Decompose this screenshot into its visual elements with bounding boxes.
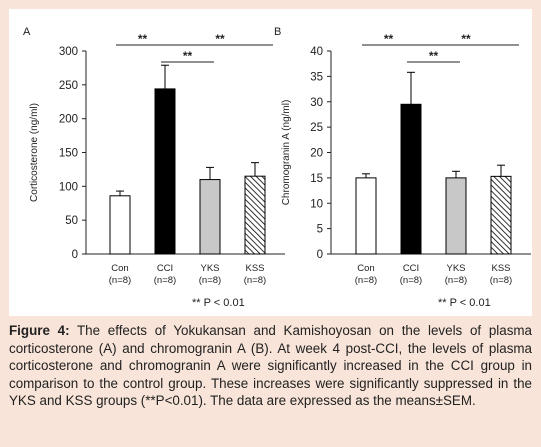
significance-note: ** P < 0.01 bbox=[438, 297, 491, 309]
chart-a: A Corticosterone (ng/ml) 0 50 100 150 200 250 30… bbox=[23, 26, 285, 309]
bar-yks bbox=[445, 177, 467, 255]
caption-label: Figure 4: bbox=[9, 323, 70, 338]
panel-label: A bbox=[23, 26, 31, 38]
y-tick-label: 5 bbox=[317, 224, 323, 236]
significance-label: ** bbox=[215, 32, 225, 46]
y-tick-label: 10 bbox=[310, 198, 323, 210]
x-tick-label: CCI bbox=[157, 263, 173, 274]
x-tick-label: YKS bbox=[446, 263, 465, 274]
x-tick-label: KSS bbox=[491, 263, 510, 274]
x-tick-label: KSS bbox=[245, 263, 264, 274]
bar-kss bbox=[490, 175, 512, 255]
y-tick-label: 100 bbox=[59, 181, 78, 193]
x-tick-label: Con bbox=[357, 263, 374, 274]
x-tick-sublabel: (n=8) bbox=[355, 275, 377, 286]
x-tick-label: YKS bbox=[200, 263, 219, 274]
y-axis-label: Chromogranin A (ng/ml) bbox=[281, 100, 292, 206]
x-tick-label: Con bbox=[111, 263, 128, 274]
x-tick-sublabel: (n=8) bbox=[199, 275, 221, 286]
bar-con bbox=[355, 177, 377, 255]
y-tick-label: 300 bbox=[59, 46, 78, 58]
figure-caption: Figure 4: The effects of Yokukansan and … bbox=[9, 322, 532, 410]
bar-kss bbox=[244, 175, 266, 255]
y-tick-label: 150 bbox=[59, 148, 78, 160]
y-axis-label: Corticosterone (ng/ml) bbox=[29, 103, 40, 202]
x-tick-sublabel: (n=8) bbox=[400, 275, 422, 286]
y-tick-label: 40 bbox=[310, 46, 323, 58]
y-tick-label: 200 bbox=[59, 114, 78, 126]
y-tick-label: 30 bbox=[310, 97, 323, 109]
figure-panel: A Corticosterone (ng/ml) 0 50 100 150 200 250 30… bbox=[9, 9, 532, 316]
panel-label: B bbox=[274, 26, 281, 38]
significance-label: ** bbox=[138, 32, 148, 46]
y-tick-label: 20 bbox=[310, 148, 323, 160]
significance-label: ** bbox=[183, 49, 193, 63]
x-tick-sublabel: (n=8) bbox=[244, 275, 266, 286]
y-tick-label: 35 bbox=[310, 71, 323, 83]
significance-note: ** P < 0.01 bbox=[192, 297, 245, 309]
caption-text: The effects of Yokukansan and Kamishoyos… bbox=[9, 323, 532, 409]
y-tick-label: 250 bbox=[59, 80, 78, 92]
y-tick-label: 50 bbox=[65, 215, 78, 227]
bar-cci bbox=[154, 88, 176, 255]
y-tick-label: 0 bbox=[317, 249, 323, 261]
bar-yks bbox=[199, 179, 221, 255]
x-tick-sublabel: (n=8) bbox=[154, 275, 176, 286]
chart-b: B Chromogranin A (ng/ml) 0 5 10 15 20 25 30 35 40 C… bbox=[274, 26, 531, 309]
significance-label: ** bbox=[461, 32, 471, 46]
x-tick-sublabel: (n=8) bbox=[490, 275, 512, 286]
significance-label: ** bbox=[429, 49, 439, 63]
x-tick-label: CCI bbox=[403, 263, 419, 274]
y-tick-label: 25 bbox=[310, 122, 323, 134]
bar-cci bbox=[400, 103, 422, 255]
bar-con bbox=[109, 195, 131, 255]
significance-label: ** bbox=[384, 32, 394, 46]
y-tick-label: 15 bbox=[310, 173, 323, 185]
x-tick-sublabel: (n=8) bbox=[109, 275, 131, 286]
y-tick-label: 0 bbox=[72, 249, 78, 261]
x-tick-sublabel: (n=8) bbox=[445, 275, 467, 286]
